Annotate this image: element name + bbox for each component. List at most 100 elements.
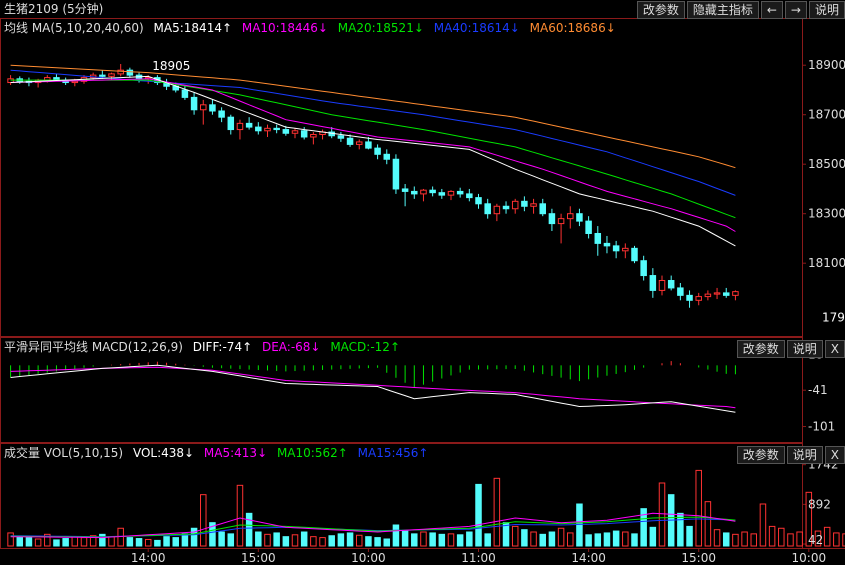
volume-bar [282,536,290,547]
candle-body [420,189,427,195]
volume-bar [365,536,372,547]
candle-body [622,247,629,252]
volume-bar [576,503,583,547]
axis-labels: 189001870018500183001810018-41-101174289… [131,58,845,565]
volume-bar [548,531,556,547]
macd-close-button[interactable]: X [824,340,845,358]
candle-body [567,213,574,220]
volume-bar [144,538,152,547]
volume-indicator-name: 成交量 VOL(5,10,15) [4,446,124,460]
volume-close-button[interactable]: X [824,446,845,464]
volume-bar [768,525,776,547]
volume-bar [16,536,24,547]
volume-bar [319,537,326,547]
candle-body [255,126,262,132]
candle-body [291,130,299,134]
volume-bar [99,533,106,547]
candle-body [585,220,592,234]
volume-bar [245,512,253,547]
candle-body [695,296,702,301]
volume-bar [429,532,436,547]
candle-body [530,203,537,207]
volume-bar [805,491,813,547]
volume-bar [227,533,235,547]
candle-body [355,141,363,145]
volume-bar [62,538,69,547]
candle-body [631,247,638,262]
volume-bar [649,526,657,547]
volume-bar [218,531,225,547]
volume-bar [401,530,409,547]
candle-body [658,280,666,291]
candle-body [686,294,693,301]
macd-help-button[interactable]: 说明 [786,340,823,358]
vma15-legend: MA15:456↑ [357,446,429,460]
hide-indicator-button[interactable]: 隐藏主指标 [686,1,759,19]
prev-indicator-button[interactable]: ← [760,1,783,19]
volume-bar [732,533,739,547]
volume-bar [695,469,702,547]
volume-bar [842,533,845,547]
volume-help-button[interactable]: 说明 [786,446,823,464]
volume-bar [567,532,574,547]
candle-body [521,200,528,207]
ma60-legend: MA60:18686↓ [529,21,616,35]
volume-bar [255,531,262,547]
volume-bar [677,512,684,547]
volume-bar [264,533,271,547]
candle-body [429,189,436,194]
macd-toolbar: 改参数 说明 X [736,340,845,358]
volume-bar [778,527,785,547]
help-button[interactable]: 说明 [808,1,845,19]
volume-bar [346,532,354,547]
instrument-title: 生猪2109 (5分钟) [4,2,104,16]
ma10-legend: MA10:18446↓ [241,21,328,35]
macd-indicator-name: 平滑异同平均线 MACD(12,26,9) [4,340,183,354]
volume-bar [603,532,611,547]
candle-body [502,205,510,210]
edit-params-button[interactable]: 改参数 [636,1,685,19]
volume-bar [796,531,803,547]
ma5-legend: MA5:18414↑ [153,21,233,35]
volume-bar [814,530,822,547]
next-indicator-button[interactable]: → [784,1,807,19]
volume-bar [511,525,519,547]
volume-bar [686,525,693,547]
price-extreme-label: 17920 [822,311,845,325]
candle-body [576,213,583,222]
diff-line [10,364,736,413]
volume-bar [154,539,161,547]
candle-body [181,89,189,98]
candle-body [557,218,565,225]
main-toolbar: 改参数 隐藏主指标 ← → 说明 [636,1,845,19]
macd-tick-label: -41 [808,383,828,397]
price-tick-label: 18500 [808,157,845,171]
volume-bar [493,477,501,547]
volume-toolbar: 改参数 说明 X [736,446,845,464]
volume-bar [787,533,794,547]
candle-body [264,127,271,132]
candle-body [218,110,225,118]
candle-body [438,192,446,196]
volume-bar [291,534,299,547]
candle-body [594,232,602,244]
price-extreme-label: 18905 [152,59,190,73]
volume-bar [7,532,14,547]
volume-bar [631,533,638,547]
candle-body [548,213,556,225]
macd-panel [10,353,806,428]
volume-bar [466,531,473,547]
macd-edit-params-button[interactable]: 改参数 [736,340,785,358]
ma-indicator-name: 均线 MA(5,10,20,40,60) [4,21,144,35]
macd-tick-label: -101 [808,420,835,434]
volume-edit-params-button[interactable]: 改参数 [736,446,785,464]
candle-body [282,129,290,134]
volume-bar [310,536,317,547]
candle-body [704,293,712,298]
time-tick-label: 15:00 [241,551,276,565]
candle-body [713,292,721,295]
candle-body [227,116,235,131]
candle-body [493,205,501,215]
volume-bar [328,535,335,547]
ma20-line [10,79,736,219]
